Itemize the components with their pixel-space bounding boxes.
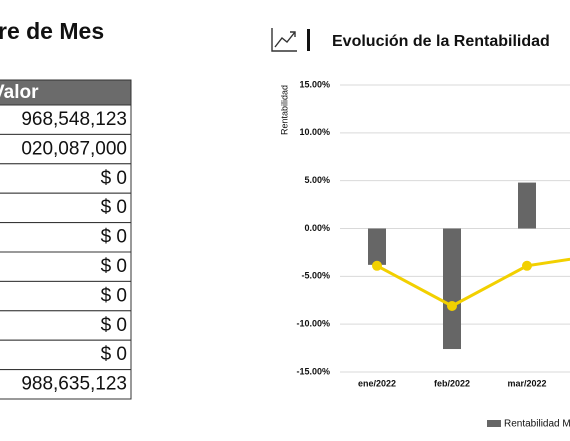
table-cell: $ 0 [101,315,127,336]
y-tick-label: -10.00% [296,319,330,329]
bar [443,228,461,350]
table-row [0,133,132,165]
y-tick-label: -15.00% [296,366,330,376]
table-cell: $ 0 [101,168,127,189]
table-row [0,310,132,341]
line [376,257,570,308]
line-marker [447,300,457,311]
header-cell: Valor [0,82,39,103]
x-tick-label: ene/2022 [358,378,396,388]
chart-title: Evolución de la Rentabilidad [332,33,550,50]
table-row [0,280,132,312]
table-cell: $ 0 [101,285,127,306]
y-tick-label: 5.00% [304,175,330,185]
y-tick-label: -5.00% [301,271,330,281]
table-cell: 988,635,123 [21,374,127,395]
table-row [0,192,132,224]
table-row [0,339,132,371]
x-tick-label: mar/2022 [507,378,546,388]
legend-label: Rentabilidad M [504,419,570,430]
title-separator [307,29,310,51]
line-marker [372,260,382,271]
table-cell: $ 0 [101,344,127,365]
line-marker [522,260,532,271]
table-row [0,222,132,253]
table-row [0,369,132,400]
y-tick-label: 0.00% [304,223,330,233]
table-row [0,163,132,194]
bar [368,228,386,265]
chart-icon [271,28,297,52]
table-row [0,251,132,282]
y-tick-label: 15.00% [299,79,330,89]
y-axis-label: Rentabilidad [279,85,289,135]
legend-swatch [487,420,501,427]
y-tick-label: 10.00% [299,127,330,137]
table-row [0,104,132,135]
x-tick-label: feb/2022 [434,378,470,388]
table-title: re de Mes [0,18,104,44]
table-cell: $ 0 [101,256,127,277]
table-cell: 968,548,123 [21,109,127,130]
table-cell: $ 0 [101,227,127,248]
table-cell: $ 0 [101,197,127,218]
table-cell: 020,087,000 [21,138,127,159]
table-header [0,79,132,106]
bar [518,182,536,229]
